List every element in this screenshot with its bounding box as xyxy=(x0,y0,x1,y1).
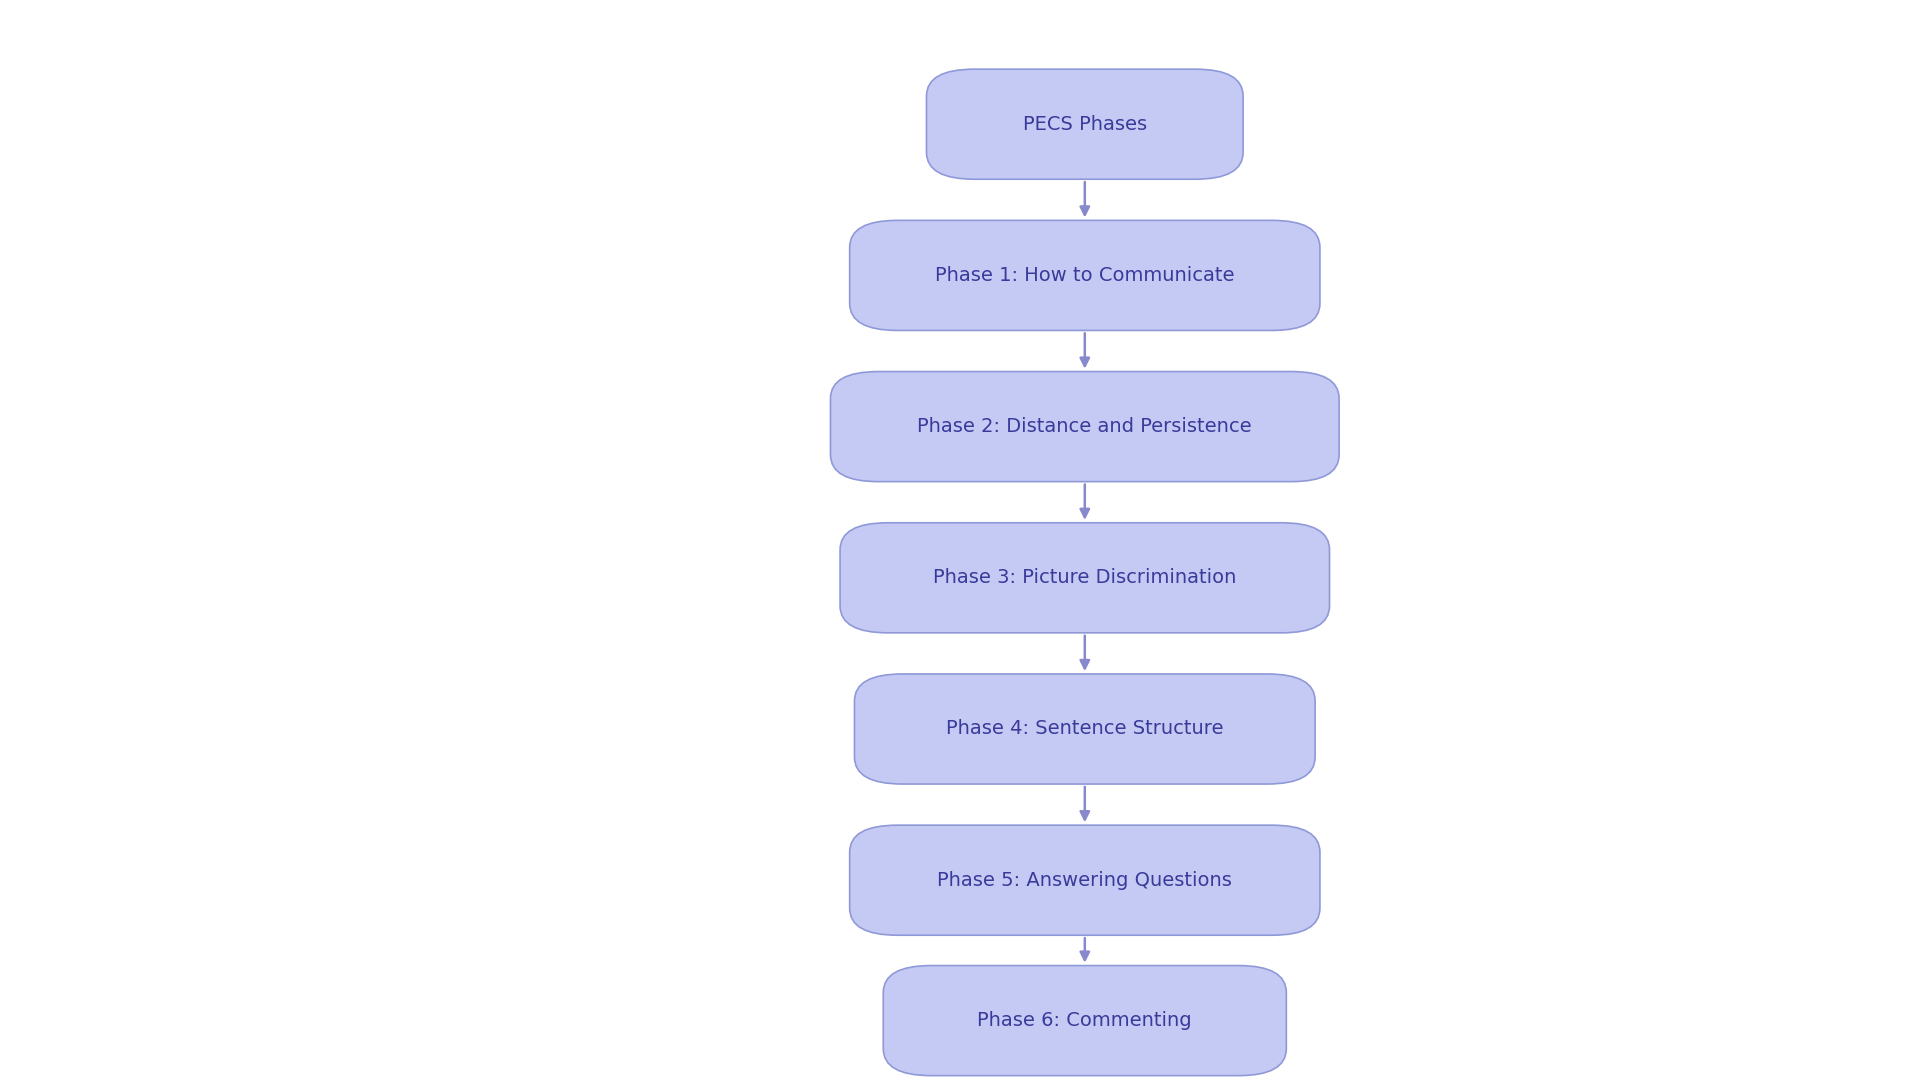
Text: Phase 1: How to Communicate: Phase 1: How to Communicate xyxy=(935,266,1235,285)
FancyBboxPatch shape xyxy=(851,220,1319,330)
Text: Phase 2: Distance and Persistence: Phase 2: Distance and Persistence xyxy=(918,417,1252,436)
Text: Phase 4: Sentence Structure: Phase 4: Sentence Structure xyxy=(947,719,1223,739)
FancyBboxPatch shape xyxy=(841,523,1329,633)
FancyBboxPatch shape xyxy=(854,674,1315,784)
FancyBboxPatch shape xyxy=(927,69,1242,179)
FancyBboxPatch shape xyxy=(851,825,1319,935)
FancyBboxPatch shape xyxy=(883,966,1286,1076)
Text: Phase 5: Answering Questions: Phase 5: Answering Questions xyxy=(937,870,1233,890)
Text: Phase 3: Picture Discrimination: Phase 3: Picture Discrimination xyxy=(933,568,1236,588)
FancyBboxPatch shape xyxy=(831,372,1338,482)
Text: PECS Phases: PECS Phases xyxy=(1023,114,1146,134)
Text: Phase 6: Commenting: Phase 6: Commenting xyxy=(977,1011,1192,1030)
